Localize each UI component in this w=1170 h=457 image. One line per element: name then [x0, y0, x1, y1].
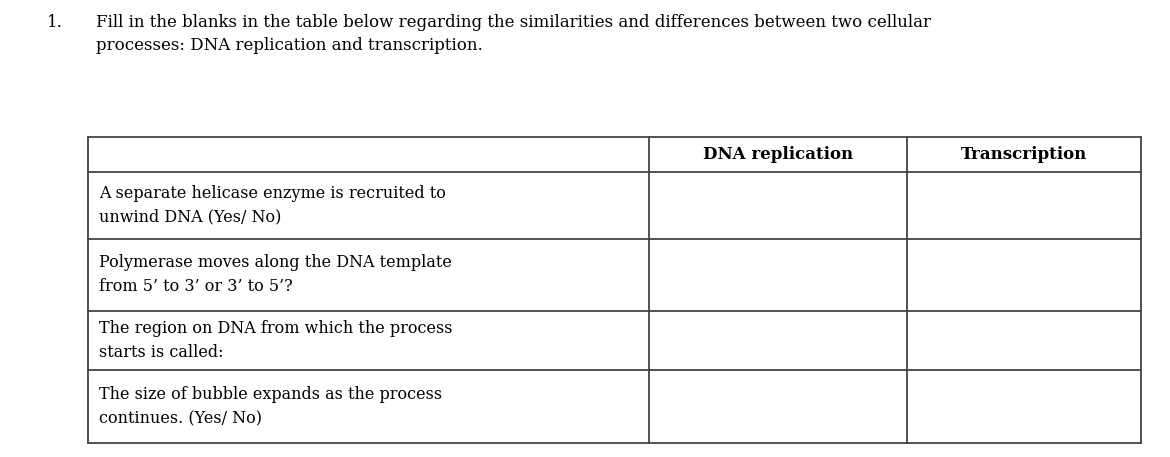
Text: Fill in the blanks in the table below regarding the similarities and differences: Fill in the blanks in the table below re…	[96, 14, 931, 54]
Text: 1.: 1.	[47, 14, 63, 31]
Text: The size of bubble expands as the process
continues. (Yes/ No): The size of bubble expands as the proces…	[99, 387, 442, 427]
Text: Polymerase moves along the DNA template
from 5’ to 3’ or 3’ to 5’?: Polymerase moves along the DNA template …	[99, 255, 453, 295]
Text: DNA replication: DNA replication	[703, 146, 853, 163]
Text: The region on DNA from which the process
starts is called:: The region on DNA from which the process…	[99, 320, 453, 361]
Text: Transcription: Transcription	[961, 146, 1087, 163]
Text: A separate helicase enzyme is recruited to
unwind DNA (Yes/ No): A separate helicase enzyme is recruited …	[99, 185, 446, 226]
